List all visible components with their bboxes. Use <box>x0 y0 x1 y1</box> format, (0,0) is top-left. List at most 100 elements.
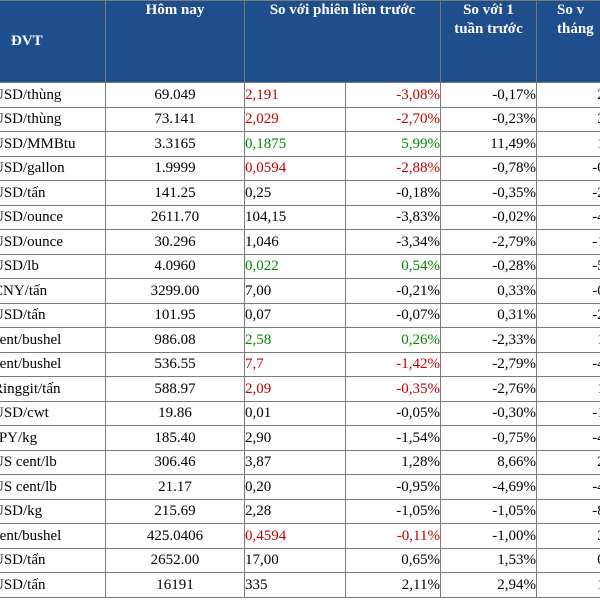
cell-unit: USD/tấn <box>0 572 106 598</box>
cell-change-abs: 2,191 <box>244 82 346 108</box>
header-vs-week-line2: tuần trước <box>454 21 523 37</box>
cell-unit: USD/thùng <box>0 106 106 132</box>
cell-today: 185.40 <box>105 425 245 451</box>
cell-vs-month: 1,2 <box>536 327 600 353</box>
cell-change-pct: -3,34% <box>345 229 441 255</box>
cell-vs-month: -12, <box>536 400 600 426</box>
cell-unit: USD/tấn <box>0 180 106 206</box>
cell-unit: USD/ounce <box>0 204 106 230</box>
cell-vs-month: 3,0 <box>536 106 600 132</box>
cell-change-abs: 104,15 <box>244 204 346 230</box>
cell-change-abs: 17,00 <box>244 547 346 573</box>
cell-unit: USD/tấn <box>0 547 106 573</box>
cell-today: 101.95 <box>105 302 245 328</box>
cell-vs-week: -0,28% <box>440 253 537 279</box>
cell-vs-month: 3,4 <box>536 523 600 549</box>
cell-vs-week: 8,66% <box>440 449 537 475</box>
cell-change-pct: -0,07% <box>345 302 441 328</box>
cell-vs-week: 2,94% <box>440 572 537 598</box>
cell-vs-week: -0,78% <box>440 155 537 181</box>
cell-change-abs: 0,25 <box>244 180 346 206</box>
cell-vs-week: 1,53% <box>440 547 537 573</box>
cell-today: 21.17 <box>105 474 245 500</box>
cell-vs-week: 0,31% <box>440 302 537 328</box>
cell-today: 306.46 <box>105 449 245 475</box>
header-vs-week: So với 1 tuần trước <box>440 0 537 83</box>
cell-today: 536.55 <box>105 351 245 377</box>
cell-vs-week: -2,33% <box>440 327 537 353</box>
cell-change-abs: 0,20 <box>244 474 346 500</box>
cell-vs-month: -0,7 <box>536 278 600 304</box>
cell-today: 1.9999 <box>105 155 245 181</box>
cell-change-pct: -3,08% <box>345 82 441 108</box>
cell-change-abs: 0,022 <box>244 253 346 279</box>
cell-change-abs: 0,1875 <box>244 131 346 157</box>
cell-change-pct: -1,42% <box>345 351 441 377</box>
cell-vs-week: -0,17% <box>440 82 537 108</box>
cell-change-abs: 0,4594 <box>244 523 346 549</box>
cell-vs-month: -0,6 <box>536 155 600 181</box>
cell-change-pct: -2,88% <box>345 155 441 181</box>
cell-unit: US cent/lb <box>0 474 106 500</box>
cell-unit: USD/kg <box>0 498 106 524</box>
cell-today: 3299.00 <box>105 278 245 304</box>
cell-change-pct: 2,11% <box>345 572 441 598</box>
cell-change-pct: -0,18% <box>345 180 441 206</box>
cell-vs-month: -8,2 <box>536 498 600 524</box>
cell-change-abs: 335 <box>244 572 346 598</box>
header-vs-month: So v tháng <box>536 0 600 83</box>
cell-change-pct: -3,83% <box>345 204 441 230</box>
cell-vs-week: -2,79% <box>440 229 537 255</box>
cell-vs-month: -2,3 <box>536 302 600 328</box>
cell-change-abs: 0,01 <box>244 400 346 426</box>
cell-change-abs: 2,029 <box>244 106 346 132</box>
cell-vs-week: -0,30% <box>440 400 537 426</box>
cell-vs-week: -0,75% <box>440 425 537 451</box>
cell-vs-week: 11,49% <box>440 131 537 157</box>
cell-change-abs: 2,90 <box>244 425 346 451</box>
cell-change-pct: 0,26% <box>345 327 441 353</box>
cell-change-pct: -0,05% <box>345 400 441 426</box>
cell-unit: JPY/kg <box>0 425 106 451</box>
header-unit: ĐVT <box>0 0 106 83</box>
cell-change-pct: 0,54% <box>345 253 441 279</box>
cell-vs-week: -4,69% <box>440 474 537 500</box>
cell-vs-month: 1,2 <box>536 572 600 598</box>
cell-today: 30.296 <box>105 229 245 255</box>
cell-vs-month: -5,3 <box>536 253 600 279</box>
header-vs-prev-session: So với phiên liền trước <box>244 0 441 83</box>
cell-today: 3.3165 <box>105 131 245 157</box>
cell-change-abs: 1,046 <box>244 229 346 255</box>
cell-unit: USD/tấn <box>0 302 106 328</box>
cell-change-abs: 0,0594 <box>244 155 346 181</box>
cell-today: 73.141 <box>105 106 245 132</box>
cell-unit: cent/bushel <box>0 351 106 377</box>
cell-vs-week: -0,02% <box>440 204 537 230</box>
cell-today: 986.08 <box>105 327 245 353</box>
cell-vs-month: -4,0 <box>536 425 600 451</box>
cell-vs-month: 10, <box>536 376 600 402</box>
cell-change-pct: -0,35% <box>345 376 441 402</box>
cell-vs-week: -0,35% <box>440 180 537 206</box>
cell-change-abs: 3,87 <box>244 449 346 475</box>
cell-today: 2611.70 <box>105 204 245 230</box>
cell-today: 4.0960 <box>105 253 245 279</box>
cell-vs-month: 23, <box>536 449 600 475</box>
header-vs-week-line1: So với 1 <box>463 2 514 18</box>
cell-change-pct: -0,11% <box>345 523 441 549</box>
cell-vs-month: -4,7 <box>536 351 600 377</box>
cell-change-pct: -1,05% <box>345 498 441 524</box>
